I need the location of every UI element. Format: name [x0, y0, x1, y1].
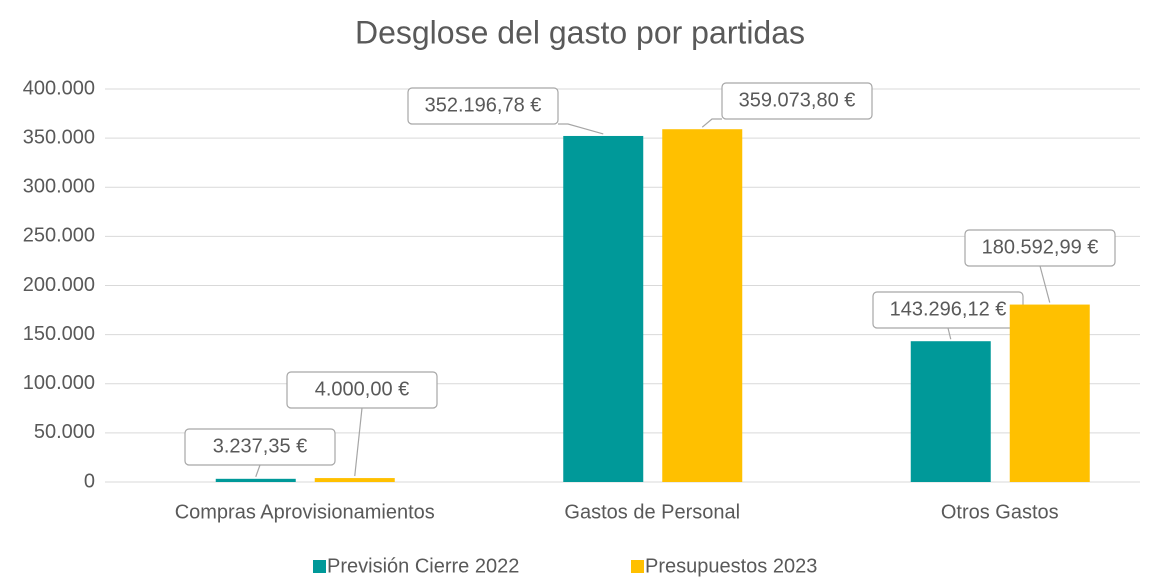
legend-swatch	[313, 560, 326, 573]
leader-line	[558, 123, 604, 135]
y-tick-label: 350.000	[23, 126, 95, 148]
x-tick-label: Gastos de Personal	[564, 501, 740, 523]
data-label: 359.073,80 €	[739, 89, 856, 111]
label-box	[184, 428, 336, 466]
leader-line	[1039, 265, 1051, 303]
bar	[314, 478, 395, 482]
y-tick-label: 300.000	[23, 176, 95, 198]
bar	[563, 135, 644, 482]
data-label: 143.296,12 €	[890, 298, 1007, 320]
data-label: 180.592,99 €	[982, 236, 1099, 258]
y-tick-label: 400.000	[23, 77, 95, 99]
data-label: 352.196,78 €	[425, 94, 542, 116]
y-tick-label: 50.000	[34, 421, 95, 443]
y-tick-label: 200.000	[23, 274, 95, 296]
x-tick-label: Compras Aprovisionamientos	[175, 501, 435, 523]
bar	[910, 341, 991, 482]
x-tick-label: Otros Gastos	[941, 501, 1059, 523]
leader-line	[255, 464, 261, 478]
bar	[662, 129, 743, 482]
legend-swatch	[631, 560, 644, 573]
legend-label: Presupuestos 2023	[645, 555, 817, 577]
leader-line	[701, 118, 722, 128]
label-box	[407, 87, 559, 125]
label-box	[286, 371, 438, 409]
y-tick-label: 100.000	[23, 372, 95, 394]
y-tick-label: 150.000	[23, 323, 95, 345]
bar	[1009, 304, 1090, 482]
leader-line	[354, 407, 363, 477]
y-tick-label: 250.000	[23, 225, 95, 247]
y-tick-label: 0	[84, 470, 95, 492]
legend-label: Previsión Cierre 2022	[327, 555, 519, 577]
data-label: 3.237,35 €	[213, 435, 308, 457]
label-box	[721, 82, 873, 120]
data-label: 4.000,00 €	[315, 378, 410, 400]
bar	[215, 478, 296, 482]
chart-title: Desglose del gasto por partidas	[355, 14, 805, 50]
label-box	[964, 229, 1116, 267]
leader-line	[947, 327, 952, 340]
